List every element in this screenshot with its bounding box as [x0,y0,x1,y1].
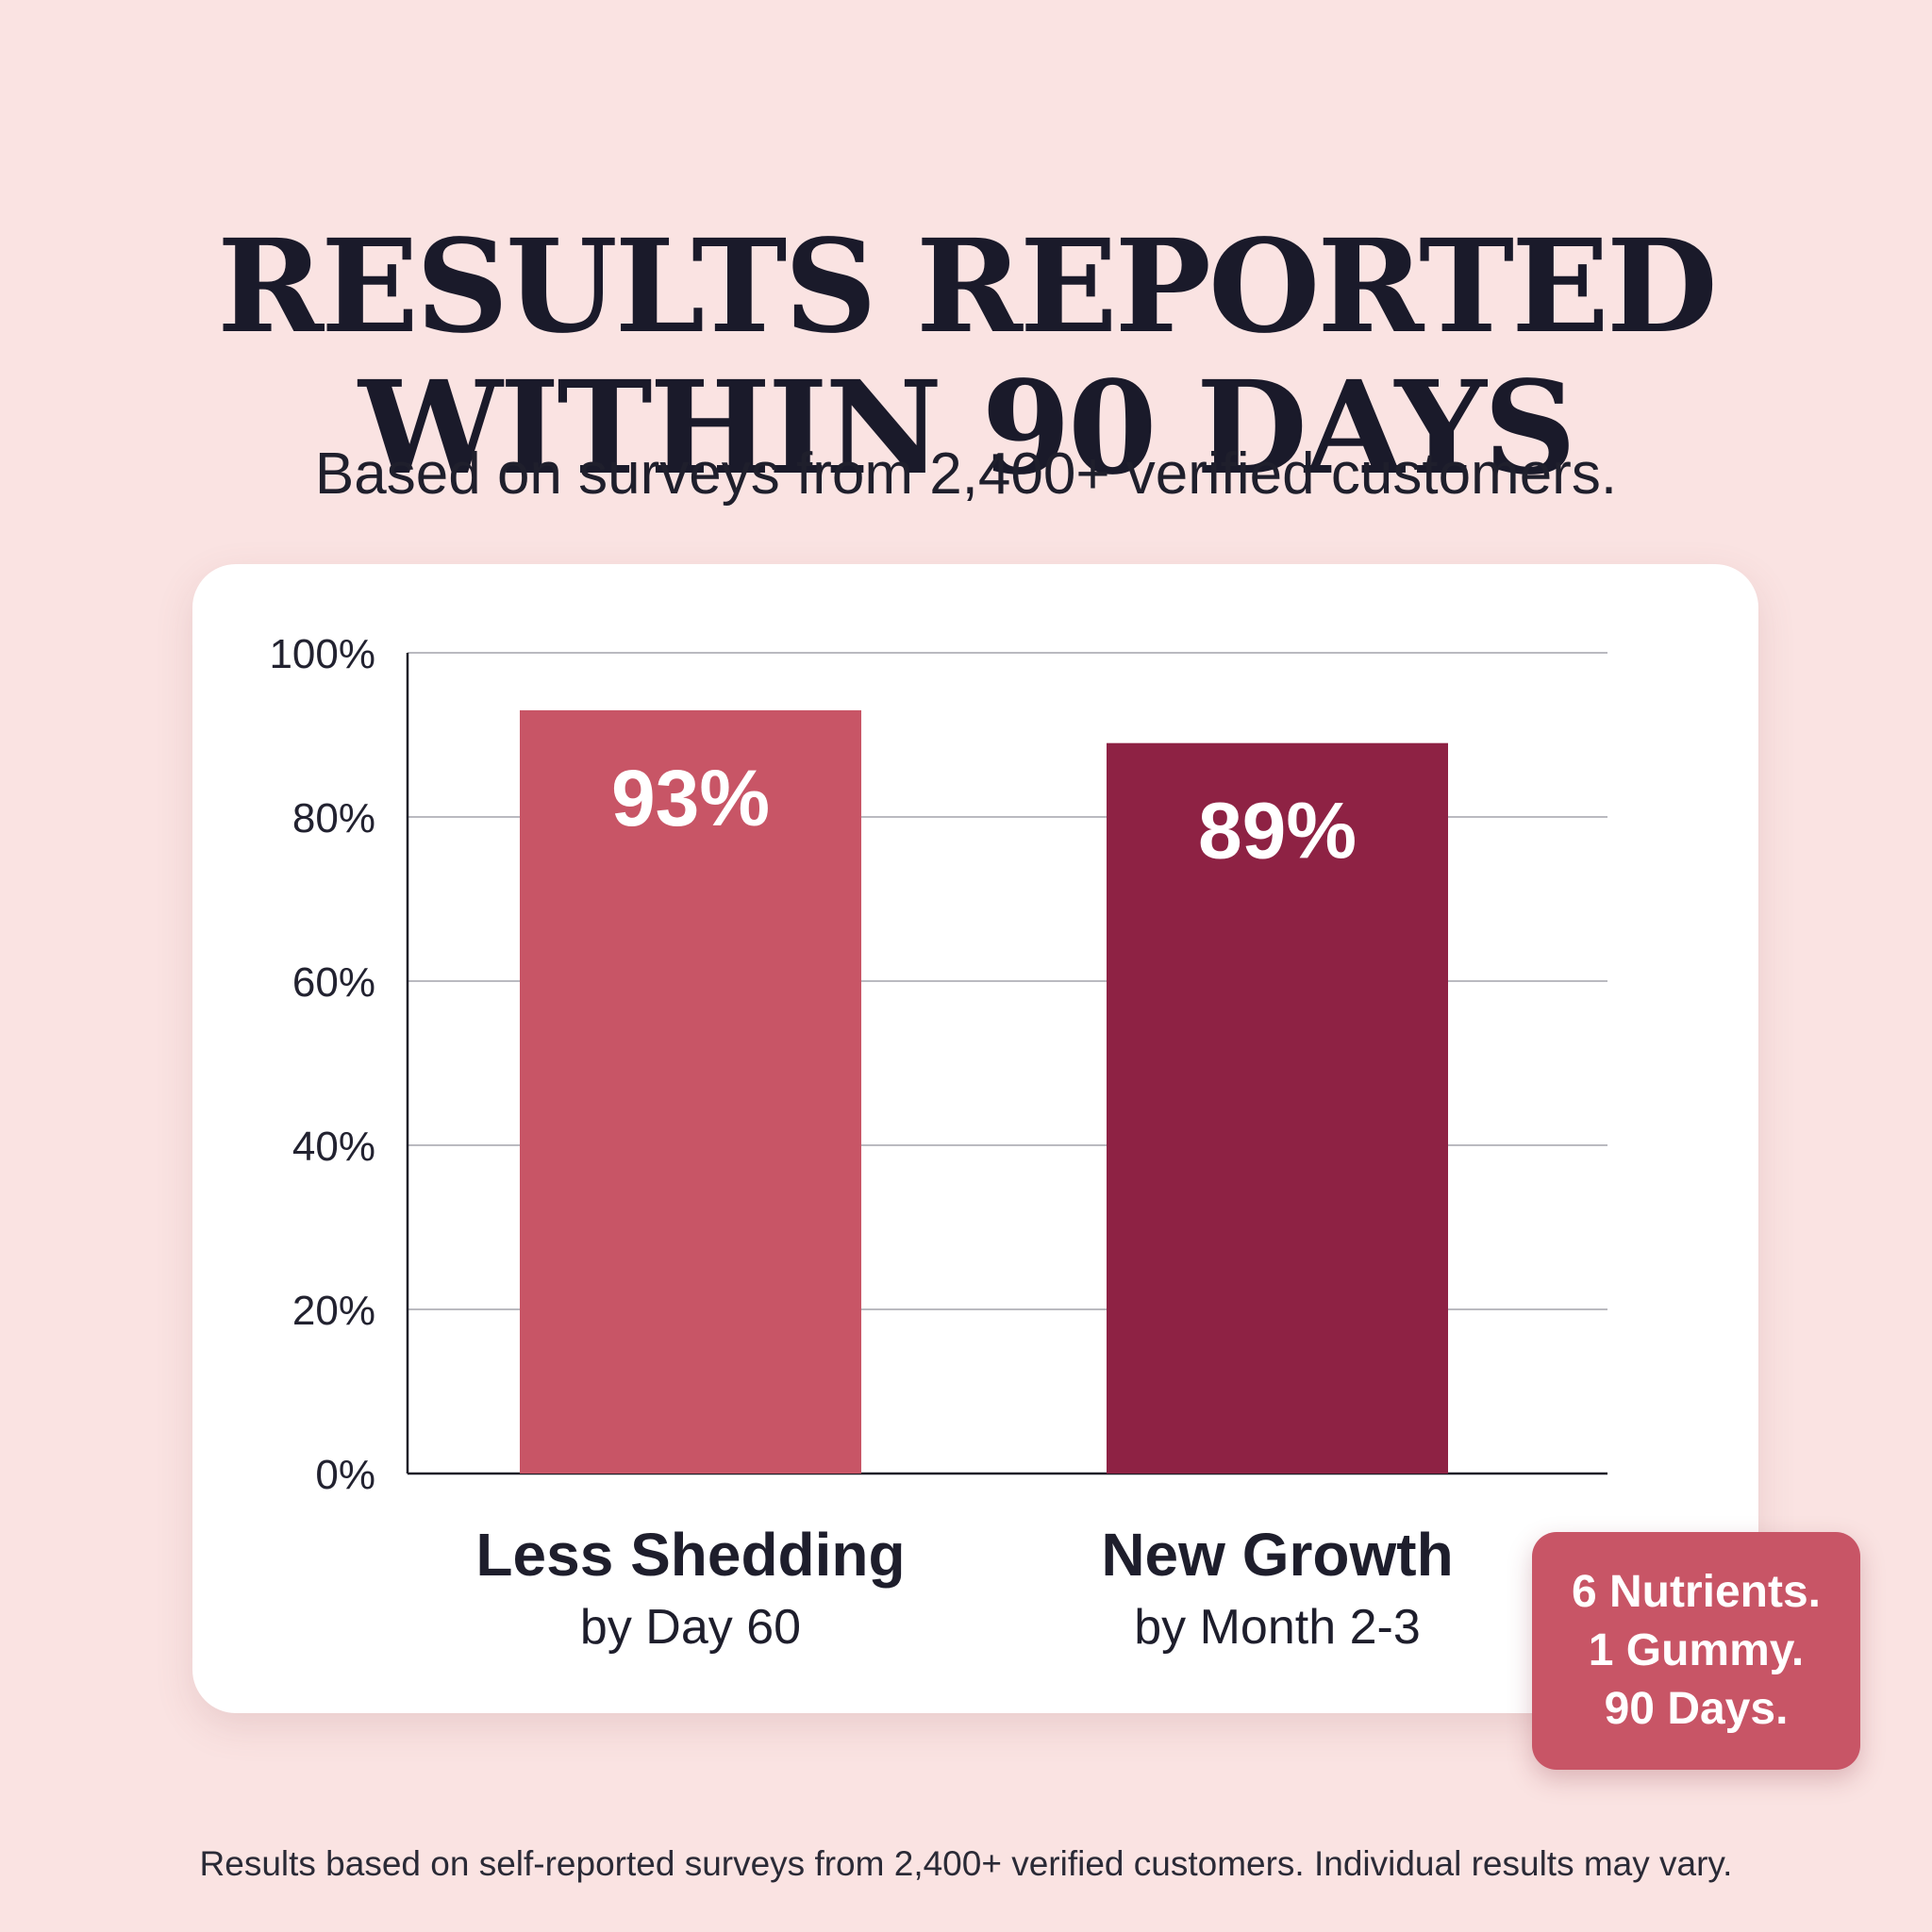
data-label: 89% [1198,787,1357,875]
data-label: 93% [611,754,770,842]
y-tick-label: 0% [315,1452,375,1498]
page-title: RESULTS REPORTED WITHIN 90 DAYS [0,216,1932,499]
title-line-1: RESULTS REPORTED [217,211,1718,363]
y-tick-label: 60% [292,959,375,1006]
bar [520,709,861,1474]
title-line-2: WITHIN 90 DAYS [358,353,1576,505]
nutrients-badge: 6 Nutrients. 1 Gummy. 90 Days. [1532,1532,1860,1770]
badge-line-1: 6 Nutrients. [1571,1567,1822,1617]
y-tick-label: 20% [292,1288,375,1334]
x-category-label: New Growth [1101,1521,1453,1589]
badge-line-3: 90 Days. [1604,1684,1789,1734]
x-category-label: Less Shedding [475,1521,905,1589]
subtitle: Based on surveys from 2,400+ verified cu… [314,441,1618,507]
y-tick-label: 40% [292,1124,375,1170]
bar-chart: 0% 20% 40% 60% 80% 100% 93% Less Shedding by Day… [269,631,1607,1655]
x-category-sublabel: by Month 2-3 [1134,1600,1421,1655]
y-tick-label: 80% [292,795,375,841]
x-category-sublabel: by Day 60 [580,1600,801,1655]
disclaimer-footnote: Results based on self-reported surveys f… [199,1844,1733,1883]
bar [1107,742,1448,1474]
y-tick-label: 100% [269,631,375,677]
chart-card: 0% 20% 40% 60% 80% 100% 93% Less Shedding by Day… [192,564,1758,1713]
badge-line-2: 1 Gummy. [1588,1625,1805,1675]
